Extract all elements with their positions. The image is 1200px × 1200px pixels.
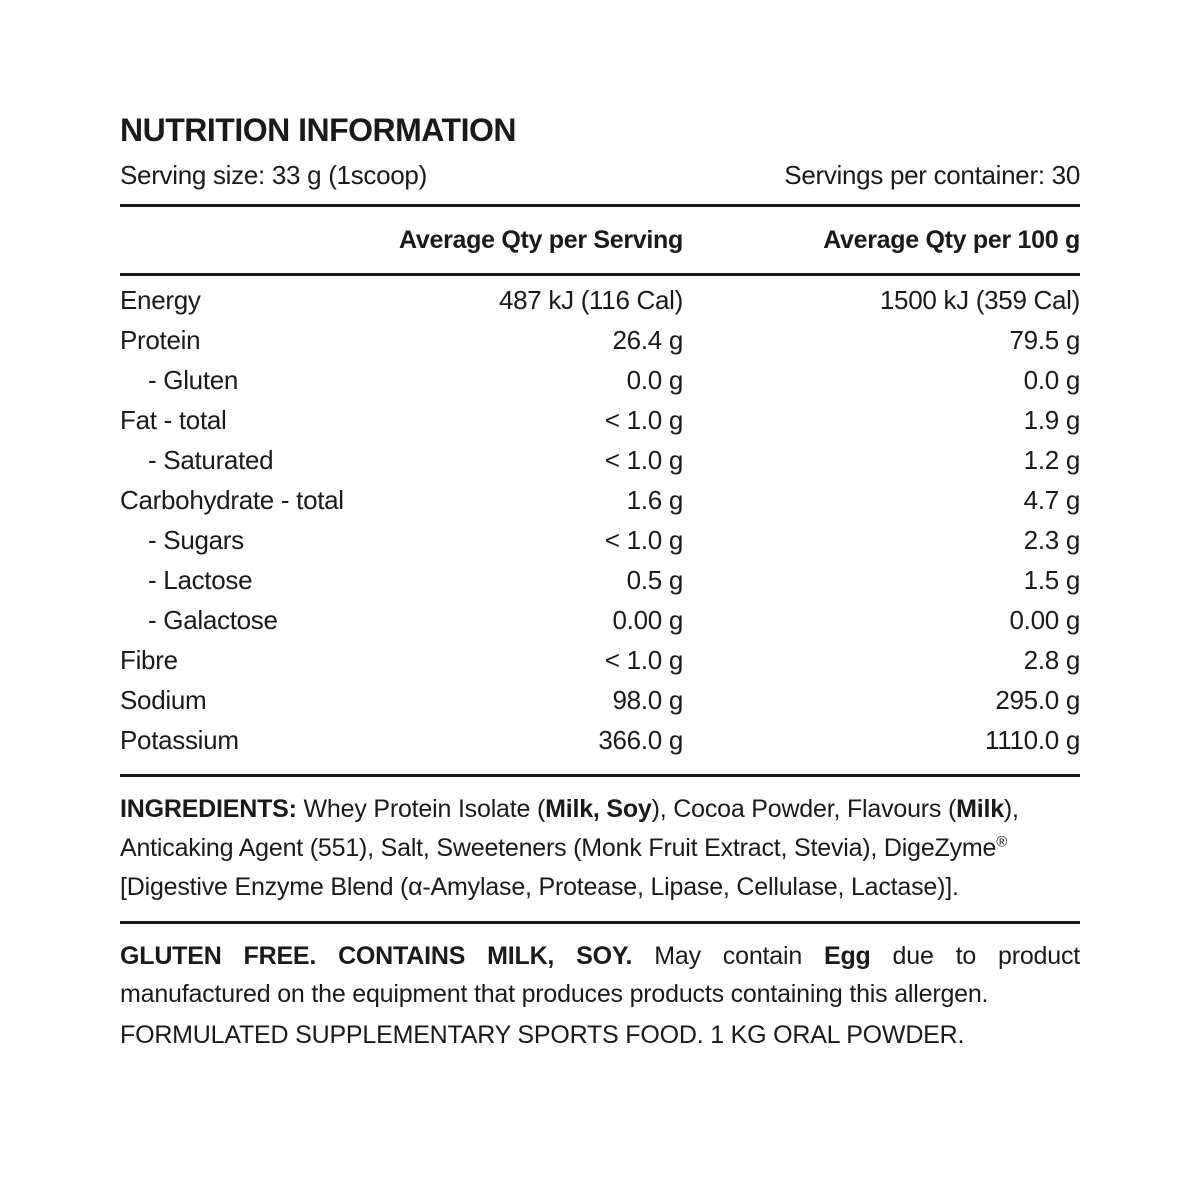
value-per-100g: 0.00 g: [1009, 605, 1081, 635]
value-per-serving: 487 kJ (116 Cal): [498, 285, 683, 315]
divider-header: [120, 273, 1080, 276]
value-per-100g: 1.2 g: [1023, 445, 1081, 475]
nutrient-label: - Gluten: [148, 365, 239, 395]
value-per-serving: 366.0 g: [598, 725, 683, 755]
emphasized-text: Milk, Soy: [545, 795, 652, 823]
nutrient-label: - Lactose: [148, 565, 253, 595]
value-per-100g: 79.5 g: [1009, 325, 1081, 355]
value-per-serving: < 1.0 g: [604, 645, 683, 675]
text-segment: ®: [996, 833, 1008, 851]
allergen-statement: GLUTEN FREE. CONTAINS MILK, SOY. May con…: [120, 937, 1080, 1013]
nutrient-label: - Sugars: [148, 525, 244, 555]
formulated-statement: FORMULATED SUPPLEMENTARY SPORTS FOOD. 1 …: [120, 1021, 965, 1049]
value-per-100g: 1500 kJ (359 Cal): [879, 285, 1080, 315]
table-row: - Sugars < 1.0 g 2.3 g: [120, 520, 1080, 560]
column-header-per-serving: Average Qty per Serving: [399, 226, 683, 254]
value-per-serving: < 1.0 g: [604, 405, 683, 435]
value-per-100g: 2.3 g: [1023, 525, 1081, 555]
serving-row: Serving size: 33 g (1scoop) Servings per…: [120, 158, 1080, 192]
table-row: Fat - total < 1.0 g 1.9 g: [120, 400, 1080, 440]
divider-ingredients: [120, 921, 1080, 924]
value-per-100g: 1.9 g: [1023, 405, 1081, 435]
panel-title: NUTRITION INFORMATION: [120, 112, 516, 148]
value-per-100g: 4.7 g: [1023, 485, 1081, 515]
value-per-100g: 1.5 g: [1023, 565, 1081, 595]
value-per-serving: 1.6 g: [626, 485, 684, 515]
table-row: Energy 487 kJ (116 Cal) 1500 kJ (359 Cal): [120, 280, 1080, 320]
text-segment: ), Anticaking Agent (551), Salt, Sweeten…: [120, 795, 1019, 862]
value-per-serving: 0.0 g: [626, 365, 684, 395]
servings-per-container-text: Servings per container: 30: [784, 160, 1080, 190]
nutrient-label: Carbohydrate - total: [120, 485, 344, 515]
text-segment: ), Cocoa Powder, Flavours (: [651, 795, 957, 823]
nutrient-label: - Saturated: [148, 445, 274, 475]
nutrient-label: - Galactose: [148, 605, 278, 635]
nutrient-label: Fibre: [120, 645, 178, 675]
emphasized-text: INGREDIENTS:: [120, 795, 304, 823]
nutrient-label: Protein: [120, 325, 201, 355]
value-per-serving: < 1.0 g: [604, 445, 683, 475]
table-row: Protein 26.4 g 79.5 g: [120, 320, 1080, 360]
text-segment: due to product manufactured on the equip…: [120, 942, 1080, 1008]
nutrient-table: Energy 487 kJ (116 Cal) 1500 kJ (359 Cal) P…: [120, 276, 1080, 774]
nutrient-label: Potassium: [120, 725, 239, 755]
emphasized-text: Egg: [823, 942, 871, 970]
value-per-100g: 1110.0 g: [985, 725, 1080, 755]
divider-table-bottom: [120, 774, 1080, 777]
nutrient-label: Sodium: [120, 685, 207, 715]
text-segment: May contain: [654, 942, 824, 970]
table-header-row: Average Qty per Serving Average Qty per …: [120, 207, 1080, 273]
divider-top: [120, 204, 1080, 207]
table-row: Carbohydrate - total 1.6 g 4.7 g: [120, 480, 1080, 520]
value-per-100g: 2.8 g: [1023, 645, 1081, 675]
nutrient-label: Fat - total: [120, 405, 227, 435]
value-per-100g: 295.0 g: [995, 685, 1080, 715]
serving-size-text: Serving size: 33 g (1scoop): [120, 160, 427, 190]
value-per-serving: 0.5 g: [626, 565, 684, 595]
nutrition-panel: NUTRITION INFORMATION Serving size: 33 g…: [120, 112, 1080, 1054]
value-per-serving: 26.4 g: [612, 325, 684, 355]
value-per-serving: 98.0 g: [612, 685, 684, 715]
ingredients-paragraph: INGREDIENTS: Whey Protein Isolate (Milk,…: [120, 790, 1080, 907]
table-row: Sodium 98.0 g 295.0 g: [120, 680, 1080, 720]
table-row: - Saturated < 1.0 g 1.2 g: [120, 440, 1080, 480]
table-row: Fibre < 1.0 g 2.8 g: [120, 640, 1080, 680]
table-row: Potassium 366.0 g 1110.0 g: [120, 720, 1080, 760]
text-segment: [Digestive Enzyme Blend (α-Amylase, Prot…: [120, 873, 959, 901]
value-per-100g: 0.0 g: [1023, 365, 1081, 395]
value-per-serving: 0.00 g: [612, 605, 684, 635]
emphasized-text: Milk: [956, 795, 1004, 823]
emphasized-text: GLUTEN FREE. CONTAINS MILK, SOY.: [120, 942, 655, 970]
table-row: - Gluten 0.0 g 0.0 g: [120, 360, 1080, 400]
table-row: - Lactose 0.5 g 1.5 g: [120, 560, 1080, 600]
value-per-serving: < 1.0 g: [604, 525, 683, 555]
table-row: - Galactose 0.00 g 0.00 g: [120, 600, 1080, 640]
nutrient-label: Energy: [120, 285, 201, 315]
text-segment: Whey Protein Isolate (: [303, 795, 546, 823]
column-header-per-100g: Average Qty per 100 g: [823, 226, 1080, 254]
